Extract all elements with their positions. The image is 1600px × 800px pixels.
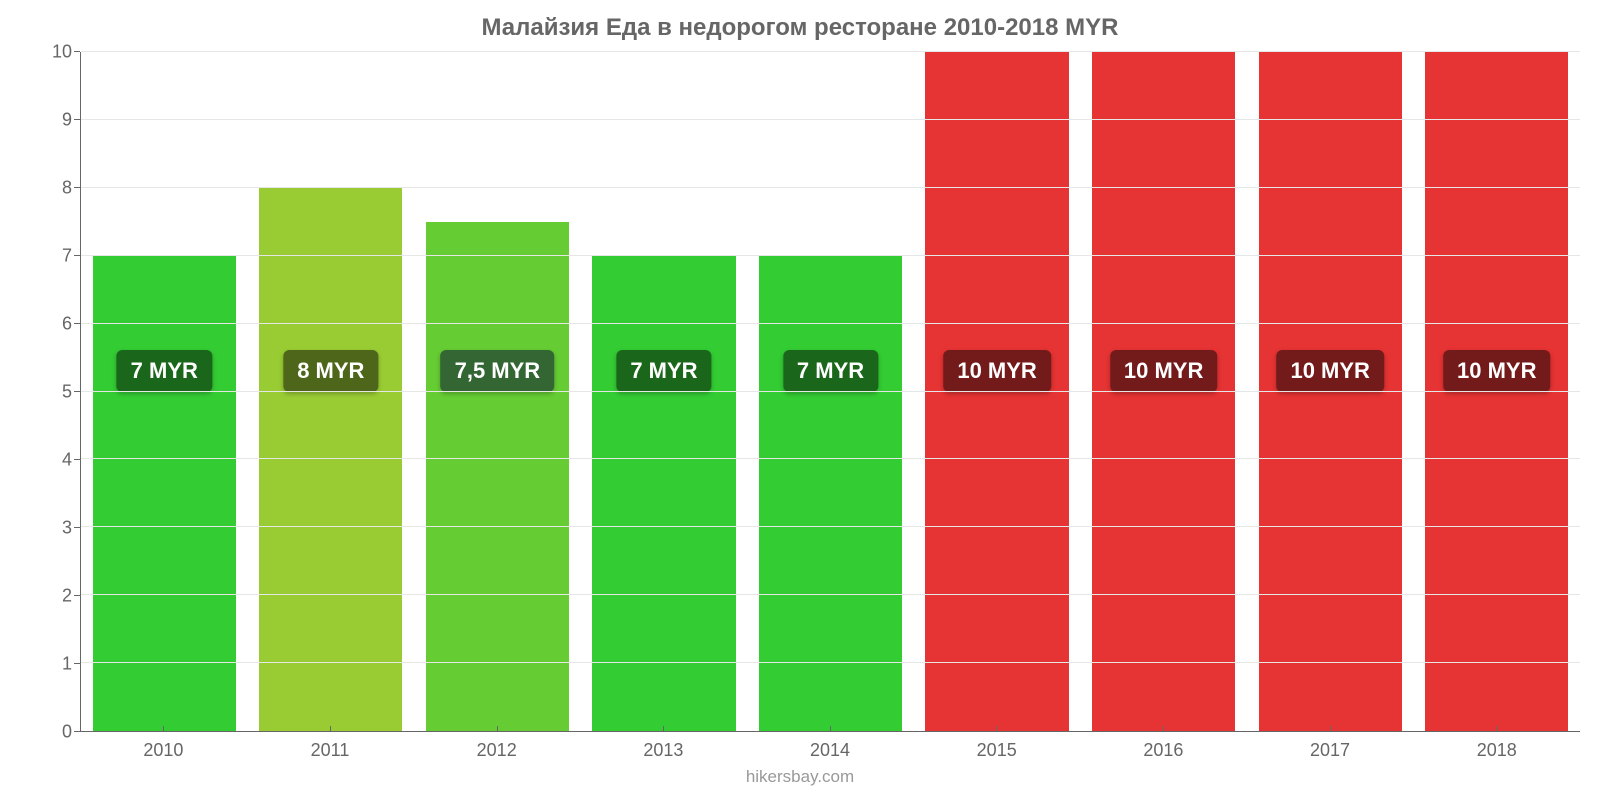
x-tick-label: 2017 xyxy=(1247,732,1414,761)
x-tick-mark xyxy=(997,726,998,732)
x-tick-label: 2015 xyxy=(913,732,1080,761)
bar: 8 MYR xyxy=(259,188,402,731)
chart-title: Малайзия Еда в недорогом ресторане 2010-… xyxy=(20,10,1580,52)
y-tick-label: 7 xyxy=(62,246,72,267)
x-axis: 201020112012201320142015201620172018 xyxy=(80,732,1580,761)
grid-line xyxy=(81,323,1580,324)
plot-row: 012345678910 7 MYR8 MYR7,5 MYR7 MYR7 MYR… xyxy=(20,52,1580,732)
bar-slot: 10 MYR xyxy=(1414,52,1581,731)
x-tick-label: 2013 xyxy=(580,732,747,761)
x-tick: 2017 xyxy=(1247,732,1414,761)
value-badge: 10 MYR xyxy=(1110,350,1217,392)
y-tick-label: 4 xyxy=(62,450,72,471)
chart-container: Малайзия Еда в недорогом ресторане 2010-… xyxy=(0,0,1600,800)
y-tick-label: 1 xyxy=(62,654,72,675)
x-tick-mark xyxy=(1330,726,1331,732)
x-tick-mark xyxy=(497,726,498,732)
y-axis: 012345678910 xyxy=(20,52,80,732)
x-tick: 2016 xyxy=(1080,732,1247,761)
x-tick: 2013 xyxy=(580,732,747,761)
x-tick-mark xyxy=(830,726,831,732)
grid-line xyxy=(81,458,1580,459)
grid-line xyxy=(81,255,1580,256)
x-tick-mark xyxy=(1163,726,1164,732)
x-tick-label: 2018 xyxy=(1413,732,1580,761)
bar-slot: 10 MYR xyxy=(1080,52,1247,731)
bar-slot: 10 MYR xyxy=(1247,52,1414,731)
value-badge: 7 MYR xyxy=(783,350,878,392)
bar: 10 MYR xyxy=(1425,52,1568,731)
y-tick-label: 8 xyxy=(62,178,72,199)
x-tick-mark xyxy=(163,726,164,732)
y-tick-label: 10 xyxy=(52,42,72,63)
y-tick-label: 3 xyxy=(62,518,72,539)
grid-line xyxy=(81,51,1580,52)
x-tick-mark xyxy=(330,726,331,732)
y-tick-label: 9 xyxy=(62,110,72,131)
x-tick: 2011 xyxy=(247,732,414,761)
value-badge: 8 MYR xyxy=(283,350,378,392)
x-tick-label: 2014 xyxy=(747,732,914,761)
source-label: hikersbay.com xyxy=(20,761,1580,787)
bar-slot: 7,5 MYR xyxy=(414,52,581,731)
x-tick: 2014 xyxy=(747,732,914,761)
value-badge: 7,5 MYR xyxy=(441,350,555,392)
bar: 7 MYR xyxy=(759,256,902,731)
value-badge: 7 MYR xyxy=(117,350,212,392)
x-tick-label: 2012 xyxy=(413,732,580,761)
x-tick: 2010 xyxy=(80,732,247,761)
x-tick-label: 2011 xyxy=(247,732,414,761)
value-badge: 10 MYR xyxy=(1443,350,1550,392)
x-tick-mark xyxy=(1497,726,1498,732)
bar-slot: 10 MYR xyxy=(914,52,1081,731)
grid-line xyxy=(81,526,1580,527)
bar-slot: 7 MYR xyxy=(747,52,914,731)
bar: 10 MYR xyxy=(925,52,1068,731)
bars-layer: 7 MYR 8 MYR 7,5 MYR 7 MYR 7 MYR 10 MYR 10 MYR 1… xyxy=(81,52,1580,731)
y-tick-label: 5 xyxy=(62,382,72,403)
grid-line xyxy=(81,594,1580,595)
y-tick-label: 2 xyxy=(62,586,72,607)
x-tick-mark xyxy=(663,726,664,732)
y-tick-label: 6 xyxy=(62,314,72,335)
bar-slot: 7 MYR xyxy=(581,52,748,731)
bar: 10 MYR xyxy=(1092,52,1235,731)
y-tick-label: 0 xyxy=(62,722,72,743)
value-badge: 10 MYR xyxy=(1276,350,1383,392)
grid-line xyxy=(81,119,1580,120)
value-badge: 7 MYR xyxy=(616,350,711,392)
bar: 7,5 MYR xyxy=(426,222,569,731)
x-tick: 2018 xyxy=(1413,732,1580,761)
plot-area: 7 MYR 8 MYR 7,5 MYR 7 MYR 7 MYR 10 MYR 10 MYR 1… xyxy=(80,52,1580,732)
x-tick-label: 2010 xyxy=(80,732,247,761)
grid-line xyxy=(81,662,1580,663)
bar-slot: 7 MYR xyxy=(81,52,248,731)
x-tick-label: 2016 xyxy=(1080,732,1247,761)
bar: 7 MYR xyxy=(93,256,236,731)
grid-line xyxy=(81,187,1580,188)
value-badge: 10 MYR xyxy=(943,350,1050,392)
bar: 10 MYR xyxy=(1259,52,1402,731)
grid-line xyxy=(81,391,1580,392)
bar: 7 MYR xyxy=(592,256,735,731)
x-tick: 2012 xyxy=(413,732,580,761)
bar-slot: 8 MYR xyxy=(248,52,415,731)
x-tick: 2015 xyxy=(913,732,1080,761)
